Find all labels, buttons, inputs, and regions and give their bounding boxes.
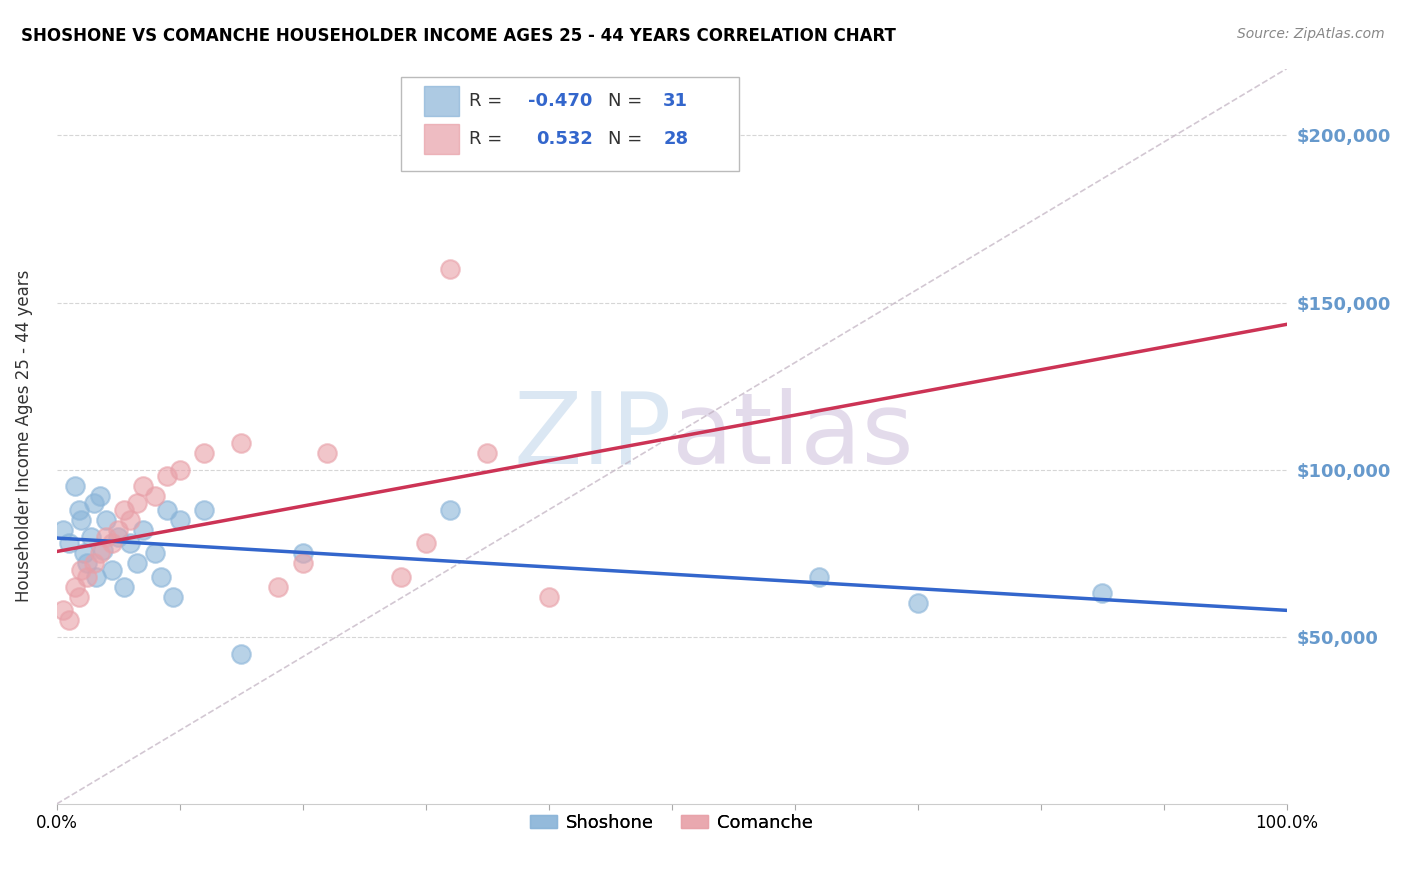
Point [132, 479, 155, 493]
Point [89, 490, 111, 504]
Point [267, 580, 290, 594]
Text: atlas: atlas [672, 388, 914, 484]
Point [63, 580, 86, 594]
Point [76, 569, 98, 583]
Text: ZIP: ZIP [513, 388, 672, 484]
Point [112, 503, 135, 517]
Point [67, 503, 90, 517]
Text: Source: ZipAtlas.com: Source: ZipAtlas.com [1237, 27, 1385, 41]
Text: R =: R = [468, 130, 502, 148]
Point [316, 446, 339, 460]
Text: -0.470: -0.470 [527, 92, 592, 110]
Point [101, 563, 124, 577]
Point [415, 536, 437, 550]
Text: 31: 31 [664, 92, 688, 110]
Legend: Shoshone, Comanche: Shoshone, Comanche [523, 806, 821, 839]
Point [169, 513, 191, 527]
Point [107, 523, 129, 537]
Point [58, 613, 80, 627]
FancyBboxPatch shape [425, 124, 458, 153]
FancyBboxPatch shape [425, 87, 458, 116]
Point [169, 463, 191, 477]
Point [112, 580, 135, 594]
FancyBboxPatch shape [401, 78, 740, 171]
Point [156, 469, 179, 483]
Point [120, 536, 142, 550]
Point [83, 496, 105, 510]
Point [125, 556, 148, 570]
Point [125, 496, 148, 510]
Point [439, 503, 461, 517]
Text: N =: N = [607, 92, 643, 110]
Point [291, 546, 314, 560]
Point [76, 556, 98, 570]
Point [63, 479, 86, 493]
Point [93, 542, 115, 557]
Point [156, 503, 179, 517]
Point [84, 569, 107, 583]
Point [83, 556, 105, 570]
Text: 28: 28 [664, 130, 689, 148]
Point [107, 530, 129, 544]
Point [89, 546, 111, 560]
Y-axis label: Householder Income Ages 25 - 44 years: Householder Income Ages 25 - 44 years [15, 270, 32, 602]
Point [537, 590, 560, 604]
Point [73, 546, 96, 560]
Point [52, 603, 75, 617]
Point [477, 446, 499, 460]
Point [70, 513, 93, 527]
Point [58, 536, 80, 550]
Point [907, 596, 929, 610]
Point [1091, 586, 1114, 600]
Point [132, 523, 155, 537]
Point [94, 530, 117, 544]
Text: R =: R = [468, 92, 502, 110]
Point [439, 262, 461, 277]
Text: SHOSHONE VS COMANCHE HOUSEHOLDER INCOME AGES 25 - 44 YEARS CORRELATION CHART: SHOSHONE VS COMANCHE HOUSEHOLDER INCOME … [21, 27, 896, 45]
Point [162, 590, 184, 604]
Point [143, 490, 166, 504]
Point [80, 530, 103, 544]
Point [101, 536, 124, 550]
Text: 0.532: 0.532 [537, 130, 593, 148]
Point [193, 503, 215, 517]
Point [231, 436, 253, 450]
Point [120, 513, 142, 527]
Point [389, 569, 412, 583]
Point [291, 556, 314, 570]
Point [52, 523, 75, 537]
Point [67, 590, 90, 604]
Point [193, 446, 215, 460]
Point [70, 563, 93, 577]
Text: N =: N = [607, 130, 643, 148]
Point [94, 513, 117, 527]
Point [150, 569, 173, 583]
Point [143, 546, 166, 560]
Point [808, 569, 831, 583]
Point [231, 647, 253, 661]
